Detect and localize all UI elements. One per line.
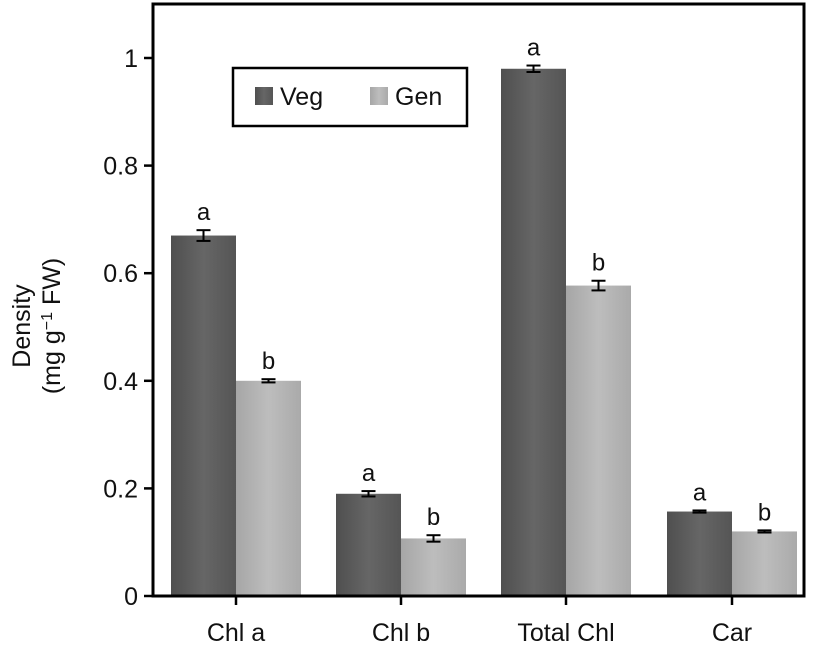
- x-category-label: Total Chl: [517, 619, 614, 647]
- y-tick-label: 0: [124, 583, 138, 611]
- legend: Veg Gen: [231, 66, 469, 128]
- significance-label: a: [362, 460, 376, 487]
- significance-label: b: [262, 348, 275, 375]
- y-tick-label: 0.8: [103, 153, 138, 181]
- error-bar: [426, 534, 441, 543]
- y-axis-units: (mg g−1 FW): [38, 258, 66, 394]
- bars: a b a b a b a b: [171, 35, 797, 597]
- legend-swatch-gen: [370, 87, 388, 105]
- error-bar: [757, 529, 772, 534]
- error-bar: [261, 378, 276, 384]
- bar-gen-3: [732, 531, 797, 596]
- error-bar: [591, 279, 606, 292]
- x-category-label: Chl a: [207, 619, 265, 647]
- plot-frame: [151, 2, 806, 598]
- significance-label: b: [592, 250, 605, 277]
- error-bar: [361, 490, 376, 498]
- y-tick-label: 0.4: [103, 368, 138, 396]
- bar-veg-1: [336, 493, 401, 596]
- legend-label-veg: Veg: [280, 83, 323, 111]
- y-tick-label: 1: [124, 45, 138, 73]
- y-axis-title: Density: [8, 284, 36, 368]
- bar-veg-2: [501, 68, 566, 596]
- bar-veg-3: [667, 511, 732, 596]
- significance-label: a: [693, 479, 707, 506]
- x-category-label: Car: [712, 619, 752, 647]
- significance-label: a: [197, 199, 211, 226]
- significance-label: b: [758, 499, 771, 526]
- error-bar: [692, 509, 707, 514]
- y-axis: 0 0.2 0.4 0.6 0.8 1: [103, 45, 153, 611]
- y-tick-label: 0.6: [103, 260, 138, 288]
- bar-gen-2: [566, 285, 631, 596]
- bar-veg-0: [171, 235, 236, 597]
- x-category-label: Chl b: [372, 619, 430, 647]
- bar-gen-0: [236, 380, 301, 596]
- error-bar: [526, 64, 541, 73]
- significance-label: b: [427, 504, 440, 531]
- legend-swatch-veg: [255, 87, 273, 105]
- legend-label-gen: Gen: [395, 83, 442, 111]
- y-tick-label: 0.2: [103, 475, 138, 503]
- bar-gen-1: [401, 538, 466, 596]
- significance-label: a: [527, 35, 541, 62]
- error-bar: [196, 229, 211, 242]
- x-axis: Chl a Chl b Total Chl Car: [207, 596, 752, 647]
